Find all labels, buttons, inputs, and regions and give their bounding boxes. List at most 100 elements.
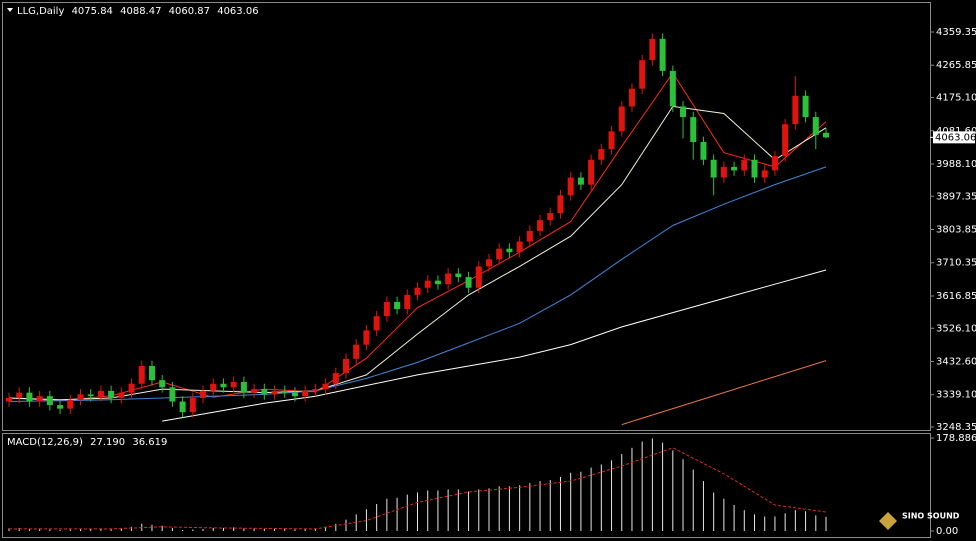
moving-averages xyxy=(8,72,827,426)
moving-average-line xyxy=(8,72,827,402)
main-panel-frame xyxy=(2,2,931,431)
macd-title: MACD(12,26,9) xyxy=(7,437,83,448)
candle-body xyxy=(465,277,472,288)
y-tick-label: 3897.35 xyxy=(936,191,976,202)
low-value: 4060.87 xyxy=(169,6,210,17)
candle-body xyxy=(618,106,625,132)
candle-body xyxy=(782,124,789,157)
candle-body xyxy=(741,159,748,171)
candle-body xyxy=(720,166,727,178)
candle-body xyxy=(557,195,564,214)
candle-body xyxy=(138,365,145,384)
candle-body xyxy=(700,141,707,160)
candle-body xyxy=(159,380,166,388)
candle-body xyxy=(363,330,370,345)
candle-body xyxy=(680,106,687,118)
y-tick-label: 4175.10 xyxy=(936,93,976,104)
macd-y-tick-label: 0.00 xyxy=(936,526,958,537)
candle-body xyxy=(373,316,380,331)
candle-body xyxy=(251,389,258,393)
candle-body xyxy=(537,220,544,231)
candles xyxy=(6,33,829,418)
candle-body xyxy=(639,60,646,89)
candle-body xyxy=(189,397,196,413)
candle-body xyxy=(567,177,574,196)
candle-body xyxy=(46,396,53,406)
candle-body xyxy=(302,390,309,397)
logo-mark xyxy=(879,512,897,530)
candle-body xyxy=(404,294,411,310)
current-price-label: 4063.06 xyxy=(935,132,976,143)
candle-body xyxy=(659,38,666,71)
candle-body xyxy=(628,88,635,107)
moving-average-line xyxy=(8,105,827,401)
candle-body xyxy=(690,117,697,142)
candle-body xyxy=(394,301,401,310)
candle-body xyxy=(485,259,492,267)
candle-body xyxy=(506,248,513,253)
candle-body xyxy=(475,266,482,288)
candle-body xyxy=(526,230,533,242)
y-tick-label: 3616.85 xyxy=(936,291,976,302)
candle-body xyxy=(588,159,595,185)
candle-body xyxy=(353,344,360,359)
candle-body xyxy=(414,287,421,295)
candle-body xyxy=(57,405,64,409)
candle-body xyxy=(169,387,176,402)
candle-body xyxy=(97,390,104,397)
menu-arrow xyxy=(7,8,13,12)
y-tick-label: 4081.60 xyxy=(936,126,976,137)
candle-body xyxy=(496,248,503,260)
candle-body xyxy=(108,390,115,398)
y-tick-label: 3803.85 xyxy=(936,225,976,236)
candle-body xyxy=(434,280,441,285)
candle-body xyxy=(792,95,799,125)
candle-body xyxy=(577,177,584,185)
candle-body xyxy=(240,381,247,393)
open-value: 4075.84 xyxy=(72,6,113,17)
candle-body xyxy=(200,390,207,398)
candle-body xyxy=(291,392,298,397)
candle-body xyxy=(598,149,605,160)
candle-body xyxy=(220,383,227,388)
candle-body xyxy=(761,170,768,178)
candle-body xyxy=(128,383,135,393)
candle-body xyxy=(332,373,339,384)
candle-body xyxy=(230,381,237,388)
candle-body xyxy=(118,392,125,398)
macd-value: 27.190 xyxy=(90,437,125,448)
candle-body xyxy=(424,280,431,288)
header: LLG,Daily 4075.84 4088.47 4060.87 4063.0… xyxy=(17,6,259,17)
current-price-tag xyxy=(933,131,975,144)
candle-body xyxy=(649,38,656,61)
y-tick-label: 3339.10 xyxy=(936,390,976,401)
candle-body xyxy=(36,396,43,402)
high-value: 4088.47 xyxy=(120,6,161,17)
candle-body xyxy=(771,156,778,171)
candle-body xyxy=(281,390,288,393)
y-tick-label: 3526.10 xyxy=(936,323,976,334)
candle-body xyxy=(87,394,94,397)
candle-body xyxy=(823,132,829,138)
candle-body xyxy=(26,392,33,402)
macd-header: MACD(12,26,9) 27.190 36.619 xyxy=(7,437,167,448)
candle-body xyxy=(383,301,390,317)
y-tick-label: 3988.10 xyxy=(936,159,976,170)
candle-body xyxy=(516,241,523,253)
macd-signal-line xyxy=(9,447,827,530)
y-tick-label: 4265.85 xyxy=(936,60,976,71)
candle-body xyxy=(812,117,819,135)
y-tick-label: 4359.35 xyxy=(936,27,976,38)
candle-body xyxy=(261,389,268,395)
candle-body xyxy=(669,70,676,107)
macd-panel-frame xyxy=(2,433,931,538)
candle-body xyxy=(148,365,155,381)
candle-body xyxy=(77,394,84,400)
candle-body xyxy=(6,397,12,402)
logo-text: SINO SOUND xyxy=(902,512,960,521)
candle-body xyxy=(179,401,186,413)
moving-average-line xyxy=(8,166,827,402)
candle-body xyxy=(210,383,217,391)
